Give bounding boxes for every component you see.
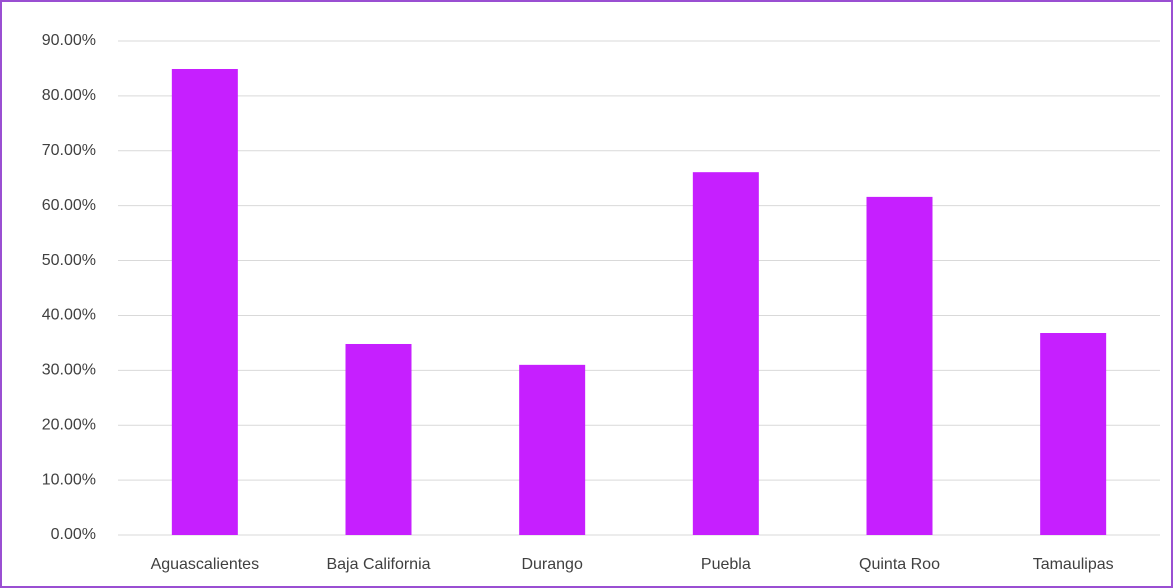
bar [692,172,759,535]
x-tick-label: Aguascalientes [151,556,260,573]
y-tick-label: 10.00% [42,471,96,488]
bar [345,343,412,535]
y-tick-label: 50.00% [42,252,96,269]
y-tick-label: 0.00% [51,526,96,543]
x-tick-label: Puebla [701,556,751,573]
x-tick-label: Baja California [326,556,430,573]
y-tick-label: 60.00% [42,197,96,214]
bar [866,196,933,535]
y-tick-label: 90.00% [42,32,96,49]
y-tick-label: 70.00% [42,142,96,159]
y-tick-label: 40.00% [42,307,96,324]
y-tick-label: 80.00% [42,87,96,104]
bar [519,364,586,535]
y-tick-label: 20.00% [42,416,96,433]
x-tick-label: Durango [521,556,582,573]
x-tick-label: Quinta Roo [859,556,940,573]
bar [1040,333,1107,535]
x-tick-label: Tamaulipas [1033,556,1114,573]
y-tick-label: 30.00% [42,362,96,379]
bar [171,68,238,535]
